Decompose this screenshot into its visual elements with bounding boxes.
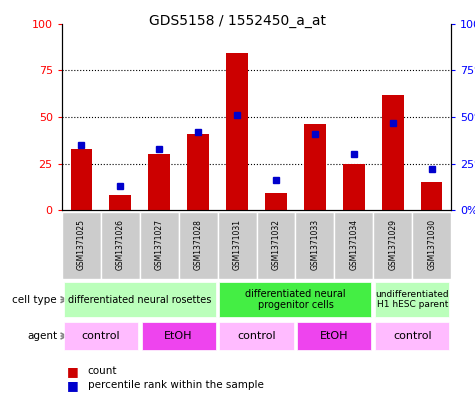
Text: GSM1371027: GSM1371027 <box>155 219 163 270</box>
Bar <box>62 212 101 279</box>
Text: control: control <box>393 331 432 341</box>
Text: control: control <box>81 331 120 341</box>
Bar <box>140 212 179 279</box>
Bar <box>148 154 170 210</box>
Text: GSM1371033: GSM1371033 <box>311 219 319 270</box>
Text: EtOH: EtOH <box>164 331 193 341</box>
Bar <box>109 195 131 210</box>
Text: ■: ■ <box>66 365 78 378</box>
Text: ■: ■ <box>66 378 78 392</box>
Text: GSM1371030: GSM1371030 <box>428 219 436 270</box>
Text: GSM1371028: GSM1371028 <box>194 219 202 270</box>
Bar <box>412 212 451 279</box>
Bar <box>219 283 371 317</box>
Bar <box>219 321 294 351</box>
Text: differentiated neural rosettes: differentiated neural rosettes <box>68 295 211 305</box>
Bar <box>70 149 92 210</box>
Text: GSM1371032: GSM1371032 <box>272 219 280 270</box>
Text: differentiated neural
progenitor cells: differentiated neural progenitor cells <box>245 289 346 310</box>
Text: undifferentiated
H1 hESC parent: undifferentiated H1 hESC parent <box>376 290 449 309</box>
Text: GSM1371029: GSM1371029 <box>389 219 397 270</box>
Text: agent: agent <box>27 331 57 341</box>
Text: GSM1371034: GSM1371034 <box>350 219 358 270</box>
Bar <box>265 193 287 210</box>
Bar <box>256 212 295 279</box>
Text: count: count <box>88 366 117 376</box>
Bar <box>295 212 334 279</box>
Text: GSM1371031: GSM1371031 <box>233 219 241 270</box>
Text: GSM1371025: GSM1371025 <box>77 219 86 270</box>
Bar <box>218 212 256 279</box>
Text: control: control <box>237 331 276 341</box>
Bar <box>382 94 404 210</box>
Bar <box>101 212 140 279</box>
Bar <box>226 53 248 210</box>
Bar <box>142 321 216 351</box>
Text: percentile rank within the sample: percentile rank within the sample <box>88 380 264 390</box>
Bar <box>343 163 365 210</box>
Text: GSM1371026: GSM1371026 <box>116 219 124 270</box>
Text: EtOH: EtOH <box>320 331 349 341</box>
Bar <box>64 321 138 351</box>
Bar <box>179 212 218 279</box>
Bar <box>187 134 209 210</box>
Bar <box>304 124 326 210</box>
Bar <box>297 321 371 351</box>
Bar <box>375 321 449 351</box>
Bar <box>373 212 412 279</box>
Text: GDS5158 / 1552450_a_at: GDS5158 / 1552450_a_at <box>149 14 326 28</box>
Bar <box>334 212 373 279</box>
Bar <box>375 283 449 317</box>
Bar <box>421 182 443 210</box>
Bar <box>64 283 216 317</box>
Text: cell type: cell type <box>12 295 57 305</box>
